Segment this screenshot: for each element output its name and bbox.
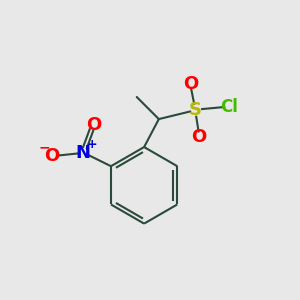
Text: O: O xyxy=(86,116,101,134)
Text: O: O xyxy=(191,128,206,146)
Text: +: + xyxy=(86,138,97,151)
Text: O: O xyxy=(184,75,199,93)
Text: O: O xyxy=(44,147,60,165)
Text: N: N xyxy=(76,144,91,162)
Text: S: S xyxy=(189,101,202,119)
Text: Cl: Cl xyxy=(220,98,238,116)
Text: −: − xyxy=(39,141,50,154)
